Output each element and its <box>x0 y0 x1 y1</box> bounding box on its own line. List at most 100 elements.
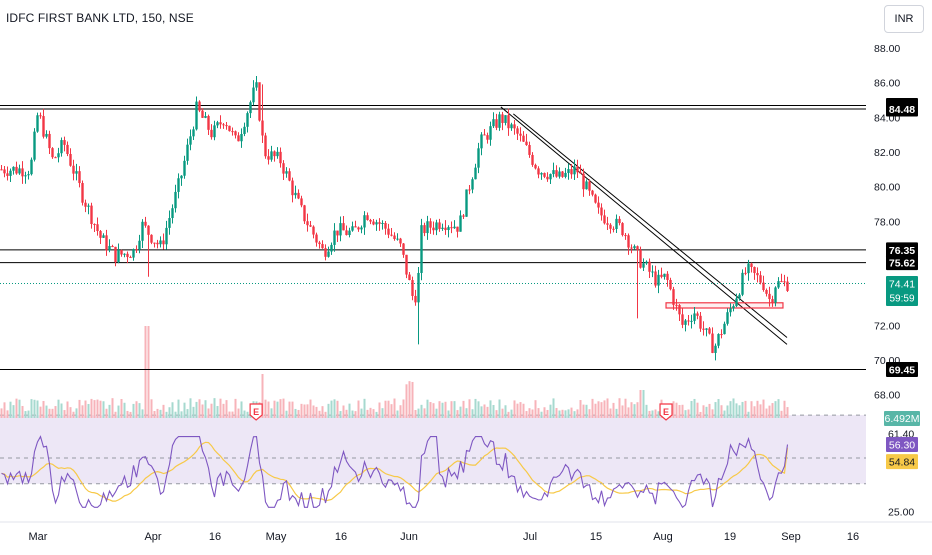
candle-body <box>684 320 687 325</box>
candle-body <box>288 171 291 181</box>
candle-body <box>300 198 303 206</box>
trendline[interactable] <box>513 113 788 338</box>
volume-bar <box>513 400 516 418</box>
candle-body <box>282 163 285 174</box>
candle-body <box>204 116 207 118</box>
volume-bar <box>33 399 36 418</box>
volume-bar <box>177 399 180 418</box>
volume-bar <box>279 399 282 418</box>
volume-bar <box>546 409 549 418</box>
volume-bar <box>726 405 729 418</box>
candle-body <box>549 174 552 180</box>
volume-bar <box>471 409 474 418</box>
candle-body <box>531 154 534 165</box>
candle-body <box>339 223 342 236</box>
candle-body <box>144 221 147 226</box>
volume-bar <box>744 400 747 418</box>
candle-body <box>750 263 753 268</box>
volume-bar <box>420 404 423 418</box>
earnings-marker[interactable] <box>249 403 263 421</box>
volume-bar <box>336 400 339 418</box>
volume-bar <box>582 404 585 418</box>
earnings-marker[interactable] <box>659 403 673 421</box>
trendline[interactable] <box>500 106 788 345</box>
candle-body <box>747 263 750 274</box>
candle-body <box>93 224 96 226</box>
volume-bar <box>480 406 483 418</box>
candle-body <box>528 145 531 155</box>
candle-body <box>561 171 564 177</box>
candle-body <box>258 82 261 121</box>
candle-body <box>693 313 696 321</box>
candle-body <box>609 224 612 229</box>
candle-body <box>756 273 759 276</box>
time-axis-label: 16 <box>847 531 859 543</box>
volume-bar <box>534 400 537 418</box>
volume-bar <box>186 409 189 418</box>
volume-bar <box>456 410 459 418</box>
volume-bar <box>630 402 633 418</box>
candle-body <box>714 345 717 353</box>
candle-body <box>483 134 486 136</box>
currency-button[interactable]: INR <box>884 5 924 33</box>
volume-bar <box>522 403 525 418</box>
volume-bar <box>702 405 705 418</box>
volume-bar <box>486 406 489 418</box>
candle-body <box>312 226 315 235</box>
volume-bar <box>675 402 678 418</box>
time-axis-label: Sep <box>781 531 801 543</box>
volume-bar <box>228 411 231 418</box>
candle-body <box>147 225 150 235</box>
candle-body <box>273 151 276 157</box>
volume-bar <box>735 403 738 418</box>
last-price-label: 74.41 <box>889 279 915 291</box>
level-tag <box>886 255 918 271</box>
volume-bar <box>651 410 654 418</box>
volume-bar <box>174 411 177 418</box>
volume-bar <box>636 402 639 418</box>
volume-bar <box>66 401 69 418</box>
candle-body <box>168 218 171 228</box>
volume-bar <box>639 390 642 418</box>
candle-body <box>588 181 591 191</box>
volume-bar <box>162 404 165 418</box>
volume-bar <box>405 384 408 418</box>
volume-bar <box>195 401 198 418</box>
volume-bar <box>57 399 60 418</box>
candle-body <box>366 215 369 220</box>
candle-body <box>618 218 621 224</box>
candle-body <box>264 135 267 157</box>
candle-body <box>360 227 363 230</box>
candle-body <box>663 273 666 277</box>
candle-body <box>213 125 216 138</box>
volume-bar <box>81 405 84 418</box>
volume-bar <box>564 410 567 418</box>
volume-bar <box>468 399 471 418</box>
candle-body <box>99 231 102 238</box>
support-zone[interactable] <box>665 302 784 309</box>
volume-bar <box>327 403 330 418</box>
volume-bar <box>606 398 609 418</box>
candle-body <box>21 168 24 177</box>
rsi-ma-label: 54.84 <box>889 457 915 469</box>
candle-body <box>537 168 540 175</box>
volume-bar <box>747 411 750 418</box>
volume-bar <box>183 402 186 418</box>
candle-body <box>780 281 783 283</box>
volume-bar <box>387 400 390 418</box>
volume-bar <box>204 400 207 418</box>
volume-bar <box>333 399 336 418</box>
candle-body <box>123 253 126 255</box>
candle-body <box>159 240 162 245</box>
volume-bar <box>378 402 381 418</box>
candle-body <box>387 228 390 235</box>
candle-body <box>687 320 690 322</box>
volume-bar <box>462 400 465 418</box>
rsi-line <box>1 435 789 509</box>
volume-bar <box>318 410 321 418</box>
volume-bar <box>102 401 105 418</box>
candle-body <box>381 223 384 225</box>
candle-body <box>348 230 351 236</box>
